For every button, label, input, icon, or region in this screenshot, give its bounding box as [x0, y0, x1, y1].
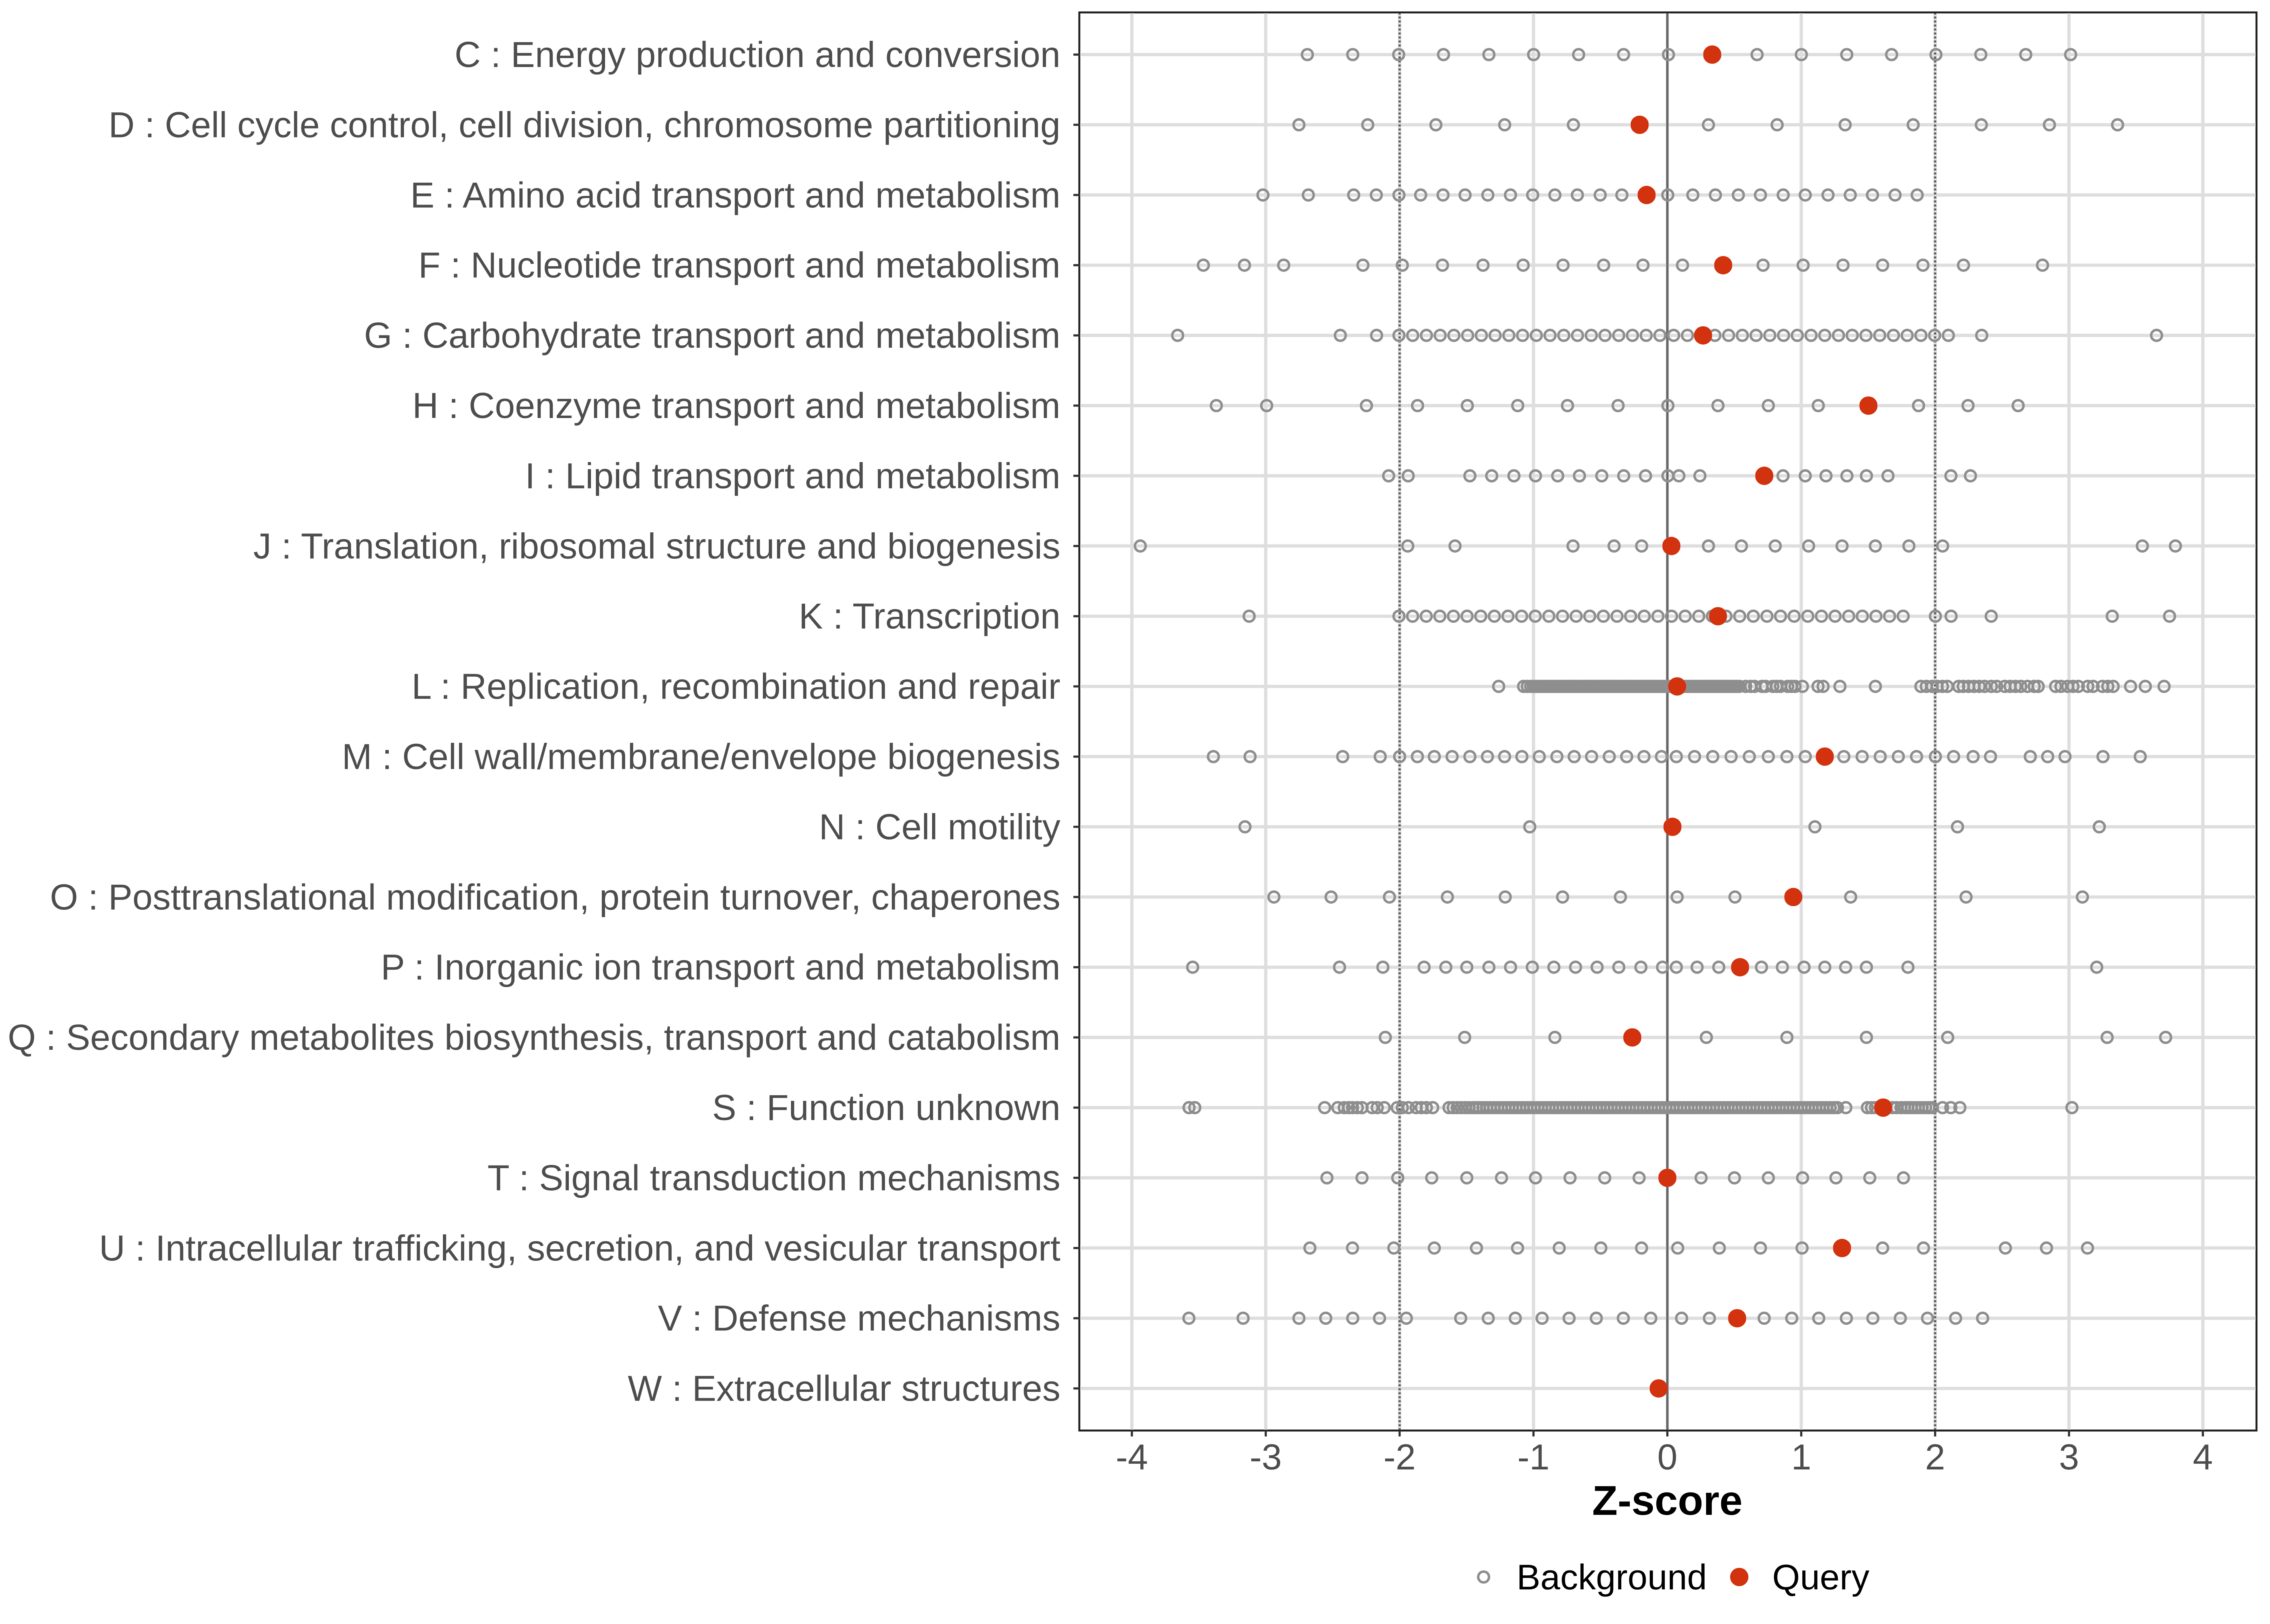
- svg-text:W : Extracellular structures: W : Extracellular structures: [628, 1368, 1060, 1409]
- svg-text:L : Replication, recombination: L : Replication, recombination and repai…: [412, 666, 1060, 707]
- svg-text:J : Translation, ribosomal str: J : Translation, ribosomal structure and…: [253, 526, 1060, 566]
- svg-text:O : Posttranslational modifica: O : Posttranslational modification, prot…: [50, 877, 1060, 918]
- svg-text:-4: -4: [1116, 1437, 1148, 1478]
- svg-text:M : Cell wall/membrane/envelop: M : Cell wall/membrane/envelope biogenes…: [342, 737, 1061, 777]
- svg-text:U : Intracellular trafficking,: U : Intracellular trafficking, secretion…: [99, 1228, 1060, 1268]
- svg-text:Background: Background: [1517, 1557, 1707, 1597]
- svg-text:P : Inorganic ion transport an: P : Inorganic ion transport and metaboli…: [380, 947, 1060, 988]
- svg-text:V : Defense mechanisms: V : Defense mechanisms: [658, 1298, 1060, 1339]
- svg-text:Query: Query: [1772, 1557, 1870, 1597]
- svg-text:3: 3: [2059, 1437, 2079, 1478]
- svg-text:0: 0: [1657, 1437, 1677, 1478]
- svg-text:4: 4: [2193, 1437, 2213, 1478]
- svg-text:-2: -2: [1384, 1437, 1416, 1478]
- svg-text:I : Lipid transport and metabo: I : Lipid transport and metabolism: [525, 456, 1060, 496]
- svg-text:T : Signal transduction mechan: T : Signal transduction mechanisms: [488, 1158, 1060, 1198]
- svg-text:-1: -1: [1518, 1437, 1550, 1478]
- svg-text:N : Cell motility: N : Cell motility: [819, 807, 1060, 847]
- svg-text:C : Energy production and conv: C : Energy production and conversion: [455, 35, 1060, 75]
- svg-text:K : Transcription: K : Transcription: [799, 596, 1060, 637]
- svg-text:S : Function unknown: S : Function unknown: [712, 1088, 1060, 1128]
- svg-text:-3: -3: [1250, 1437, 1282, 1478]
- svg-text:Q : Secondary metabolites bios: Q : Secondary metabolites biosynthesis, …: [8, 1018, 1060, 1058]
- svg-text:D : Cell cycle control, cell d: D : Cell cycle control, cell division, c…: [109, 105, 1060, 145]
- svg-text:F : Nucleotide transport and m: F : Nucleotide transport and metabolism: [418, 245, 1060, 286]
- svg-text:Z-score: Z-score: [1592, 1478, 1742, 1524]
- svg-text:2: 2: [1925, 1437, 1945, 1478]
- svg-text:G : Carbohydrate transport and: G : Carbohydrate transport and metabolis…: [364, 316, 1060, 356]
- svg-text:1: 1: [1791, 1437, 1811, 1478]
- svg-text:E : Amino acid transport and m: E : Amino acid transport and metabolism: [410, 175, 1060, 216]
- svg-text:H : Coenzyme transport and met: H : Coenzyme transport and metabolism: [412, 386, 1060, 426]
